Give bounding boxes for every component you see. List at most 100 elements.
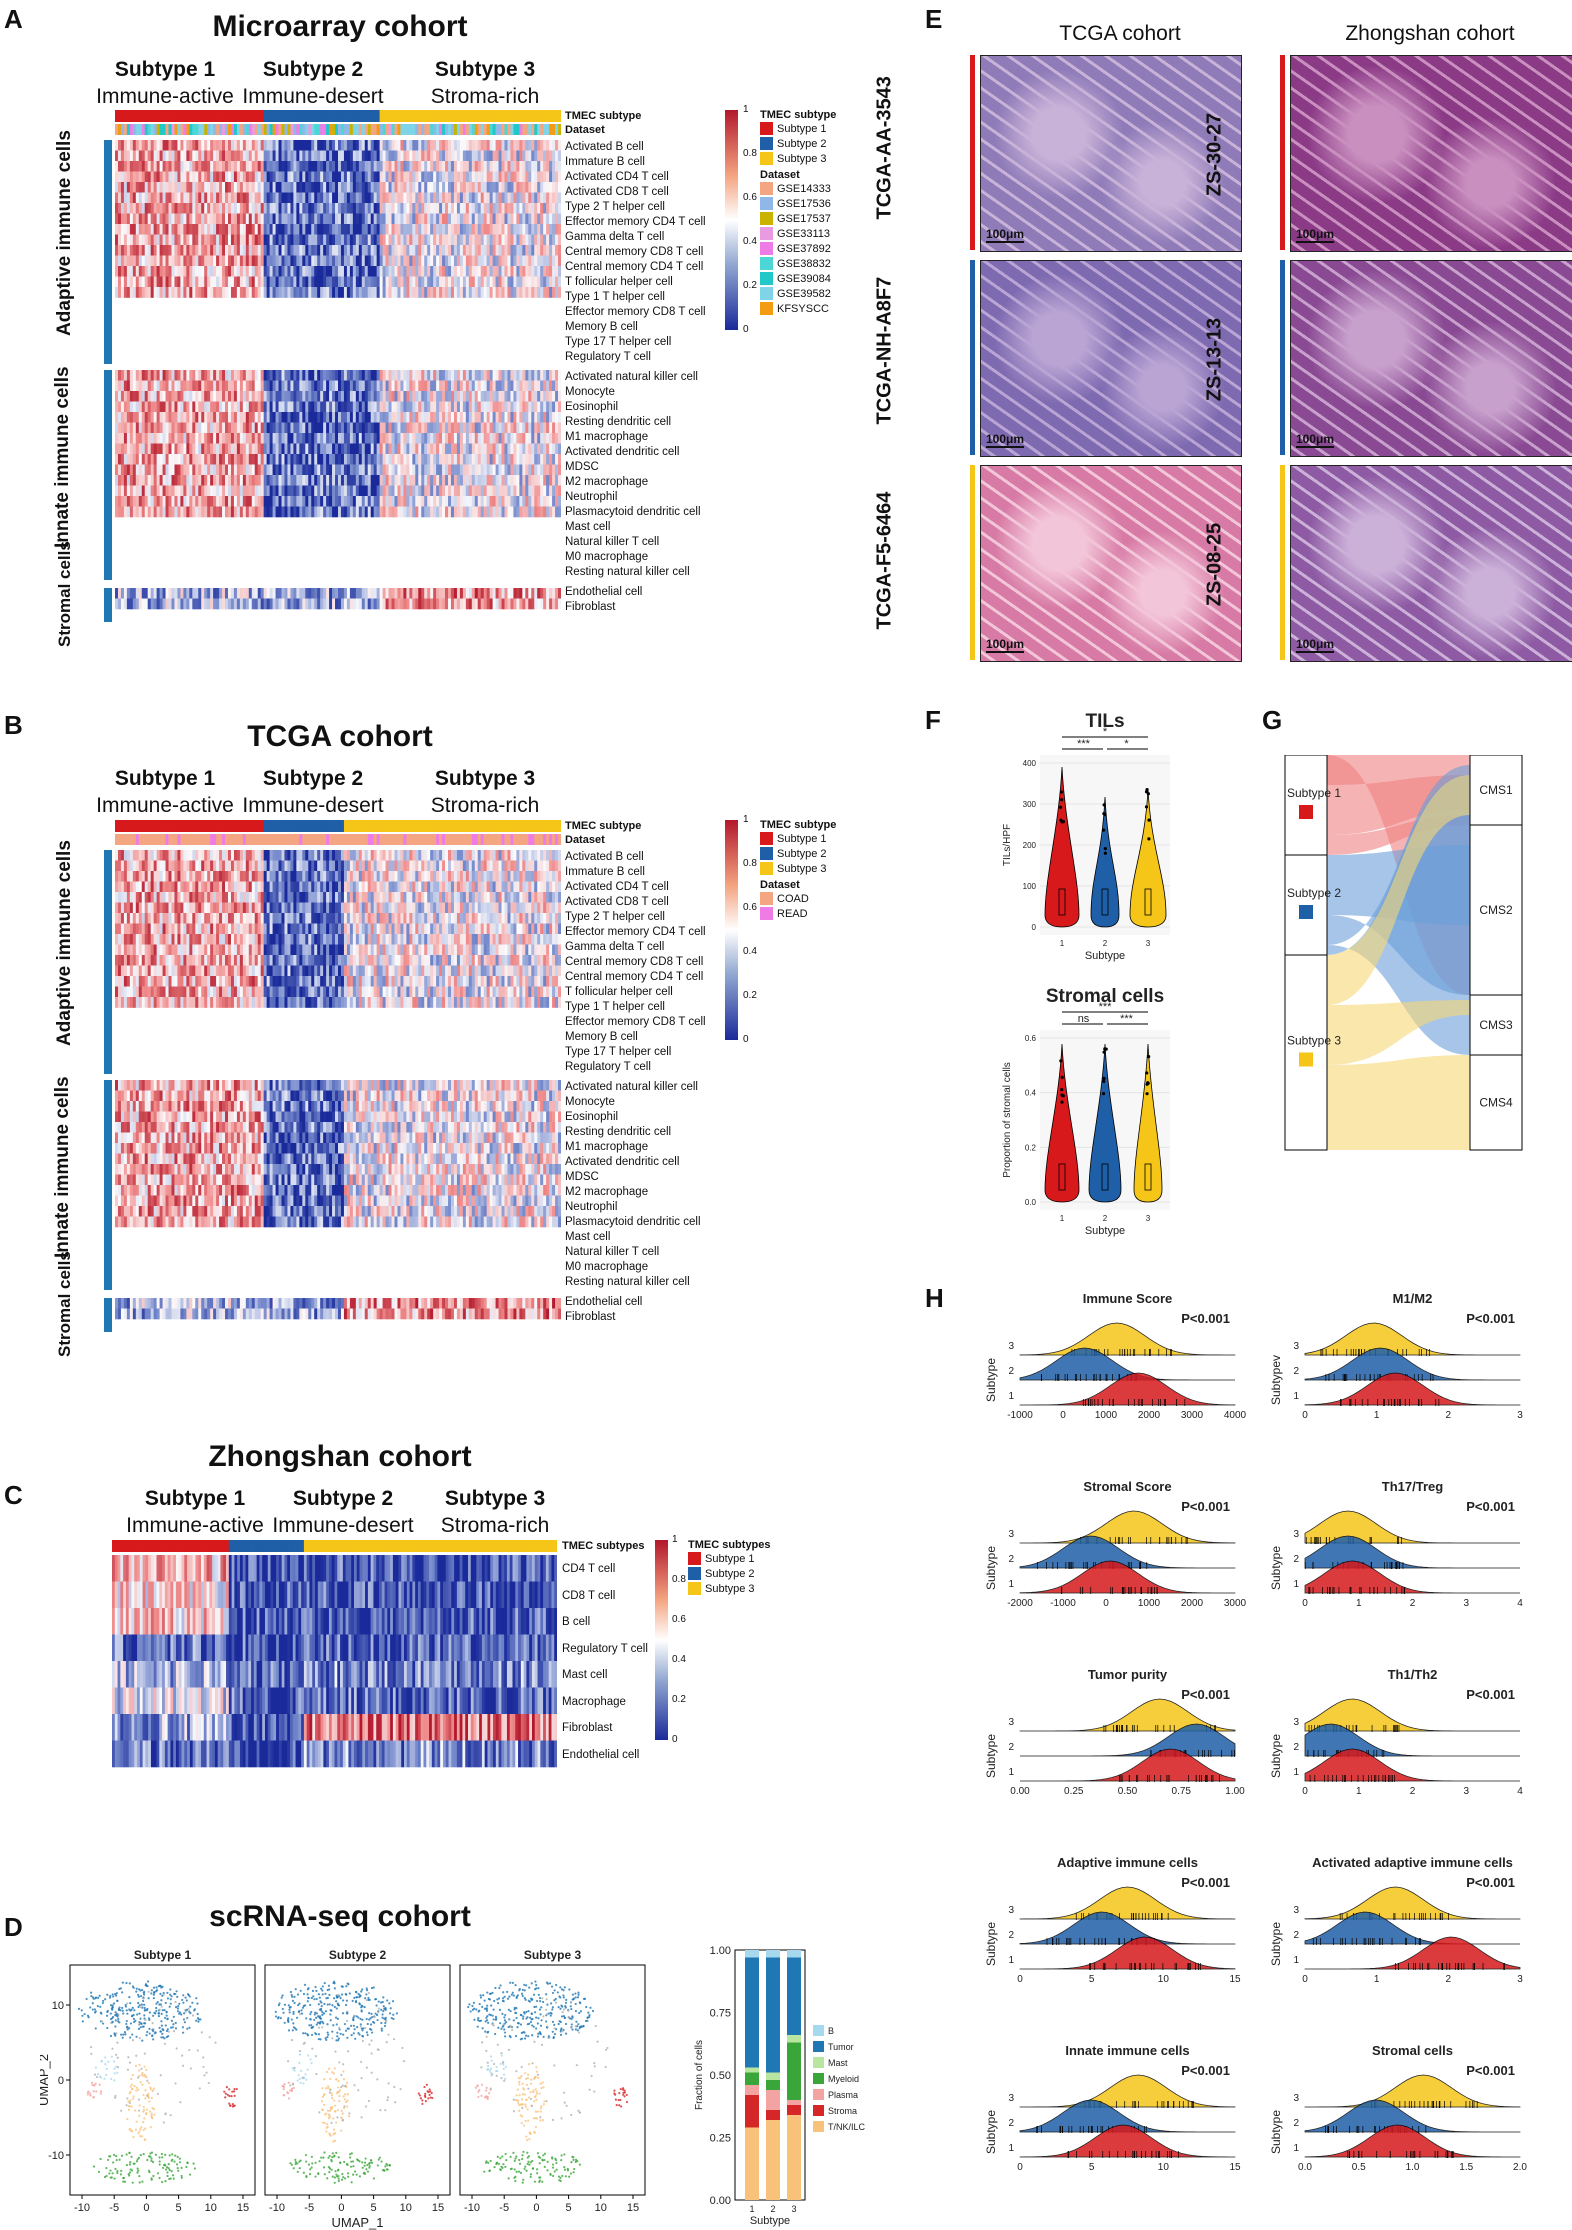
- fraction-legend-label: Tumor: [828, 2042, 854, 2052]
- sankey-flow: [1327, 1000, 1470, 1065]
- ridge-density: [1019, 1372, 1236, 1406]
- ridge-level-label: 3: [1008, 1341, 1014, 1352]
- violin-outlier: [1101, 1092, 1106, 1096]
- umap-x-tick: 0: [533, 2202, 539, 2214]
- violin-y-tick: 0.0: [1025, 1198, 1037, 1207]
- umap-panel-frame: [459, 1964, 646, 2196]
- ridge-level-label: 1: [1008, 1955, 1014, 1966]
- legend-title: TMEC subtype: [760, 819, 837, 831]
- histology-sample-label: TCGA-F5-6464: [873, 491, 896, 630]
- violin-outlier: [1147, 837, 1151, 841]
- legend-swatch: [760, 847, 773, 860]
- ridge-level-label: 2: [1293, 2118, 1299, 2129]
- panel-a-subtype2-header: Subtype 2 Immune-desert: [242, 58, 384, 108]
- ridge-pvalue: P<0.001: [1466, 1687, 1515, 1702]
- violin-y-tick: 100: [1023, 882, 1037, 891]
- violin-outlier: [1061, 819, 1065, 824]
- panel-b-subtype3-header: Subtype 3 Stroma-rich: [430, 767, 540, 817]
- fraction-legend-swatch: [813, 2089, 824, 2100]
- heatmap-row-label: Plasmacytoid dendritic cell: [565, 1216, 701, 1228]
- fraction-x-tick: 2: [770, 2204, 775, 2214]
- sankey-right-label: CMS1: [1479, 783, 1513, 797]
- colorbar-tick: 1: [743, 104, 749, 115]
- ridge-x-tick: 1.00: [1225, 1786, 1245, 1797]
- ridge-level-label: 1: [1008, 2143, 1014, 2154]
- panel-e-histology-grid: TCGA-AA-3543 100μm ZS-30-27 100μm TCGA-NH-A8…: [874, 55, 1572, 662]
- ridge-density: [1019, 1322, 1236, 1356]
- ridge-pvalue: P<0.001: [1181, 2063, 1230, 2078]
- heatmap-row-label: Central memory CD8 T cell: [565, 246, 704, 258]
- panel-a-innate-bar: [104, 370, 112, 580]
- heatmap-row-label: Activated B cell: [565, 851, 644, 863]
- panel-b-annot-tmec: TMEC subtype: [565, 820, 642, 832]
- violin-x-tick: 1: [1060, 1214, 1065, 1223]
- ridge-x-tick: 0: [1302, 1974, 1308, 1985]
- fraction-legend-label: Plasma: [828, 2090, 858, 2100]
- panel-label-f: F: [925, 705, 941, 735]
- fraction-y-tick: 1.00: [710, 1945, 731, 1957]
- heatmap-row-label: Central memory CD4 T cell: [565, 261, 704, 273]
- heatmap-row-label: Monocyte: [565, 386, 615, 398]
- heatmap-row-label: Fibroblast: [565, 601, 616, 613]
- ridge-title: Th17/Treg: [1382, 1479, 1443, 1494]
- ridge-x-tick: 5: [1089, 2162, 1095, 2173]
- ridge-x-tick: 1: [1374, 1410, 1380, 1421]
- panel-b-title: TCGA cohort: [247, 720, 433, 753]
- violin-outlier: [1144, 805, 1149, 809]
- sankey-right-node: [1469, 824, 1523, 996]
- violin-sig-label: ***: [1077, 738, 1091, 750]
- violin-outlier: [1104, 1047, 1108, 1051]
- ridge-x-tick: 0: [1017, 1974, 1023, 1985]
- ridge-level-label: 3: [1293, 1529, 1299, 1540]
- legend-title: TMEC subtype: [760, 109, 837, 121]
- histology-sample-label: TCGA-NH-A8F7: [873, 276, 896, 425]
- violin-y-tick: 0: [1032, 923, 1037, 932]
- heatmap-row-label: Activated dendritic cell: [565, 1156, 680, 1168]
- legend-swatch: [760, 152, 773, 165]
- violin-y-tick: 0.6: [1025, 1034, 1037, 1043]
- legend-swatch: [760, 137, 773, 150]
- legend-swatch: [688, 1567, 701, 1580]
- panel-b-adaptive-label: Adaptive immune cells: [54, 840, 75, 1046]
- heatmap-row-label: Mast cell: [565, 521, 611, 533]
- histology-sample-label: ZS-08-25: [1203, 522, 1226, 607]
- ridge-x-tick: 4: [1517, 1598, 1523, 1609]
- sankey-right-label: CMS2: [1479, 903, 1513, 917]
- scale-bar: 100μm: [986, 637, 1025, 653]
- ridge-x-tick: 0: [1060, 1410, 1066, 1421]
- histology-image: [1290, 55, 1572, 252]
- legend-item: Subtype 2: [688, 1566, 771, 1581]
- ridge-x-tick: 2000: [1181, 1598, 1204, 1609]
- heatmap-row-label: Macrophage: [562, 1695, 626, 1708]
- ridge-x-tick: 5: [1089, 1974, 1095, 1985]
- ridge-density: [1019, 1535, 1235, 1569]
- heatmap-row-label: Activated natural killer cell: [565, 1081, 698, 1093]
- ridge-x-tick: 3000: [1224, 1598, 1247, 1609]
- fraction-segment: [745, 2095, 759, 2128]
- panel-b-colorbar: [725, 820, 738, 1040]
- ridge-pvalue: P<0.001: [1466, 2063, 1515, 2078]
- fraction-segment: [766, 1957, 780, 2073]
- histology-sample-label: ZS-13-13: [1203, 317, 1226, 402]
- violin-x-tick: 2: [1103, 1214, 1108, 1223]
- violin-outlier: [1102, 1050, 1106, 1054]
- panel-c-colorbar: [655, 1540, 668, 1740]
- umap-x-tick: 15: [432, 2202, 444, 2214]
- colorbar-tick: 1: [672, 1534, 678, 1545]
- heatmap-row-label: MDSC: [565, 1171, 599, 1183]
- colorbar-tick: 0.4: [672, 1654, 686, 1665]
- fraction-segment: [766, 1950, 780, 1958]
- legend-swatch: [760, 302, 773, 315]
- violin-x-label: Subtype: [1085, 950, 1125, 962]
- ridge-level-label: 1: [1293, 2143, 1299, 2154]
- violin-box: [1144, 888, 1152, 916]
- fraction-y-label: Fraction of cells: [694, 2040, 705, 2110]
- sankey-left-swatch: [1299, 805, 1313, 819]
- violin-y-tick: 200: [1023, 841, 1037, 850]
- ridge-x-tick: 1: [1356, 1598, 1362, 1609]
- ridge-density: [1304, 1322, 1521, 1356]
- ridge-x-tick: 3: [1463, 1786, 1469, 1797]
- legend-item: COAD: [760, 891, 836, 906]
